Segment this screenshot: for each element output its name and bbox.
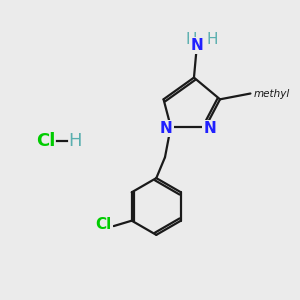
Text: H: H [185,32,197,47]
Text: N: N [190,38,203,53]
Text: methyl: methyl [254,88,290,98]
Text: N: N [160,121,173,136]
Text: Cl: Cl [37,132,56,150]
Text: H: H [68,132,82,150]
Text: H: H [207,32,218,47]
Text: N: N [203,121,216,136]
Text: Cl: Cl [95,217,112,232]
